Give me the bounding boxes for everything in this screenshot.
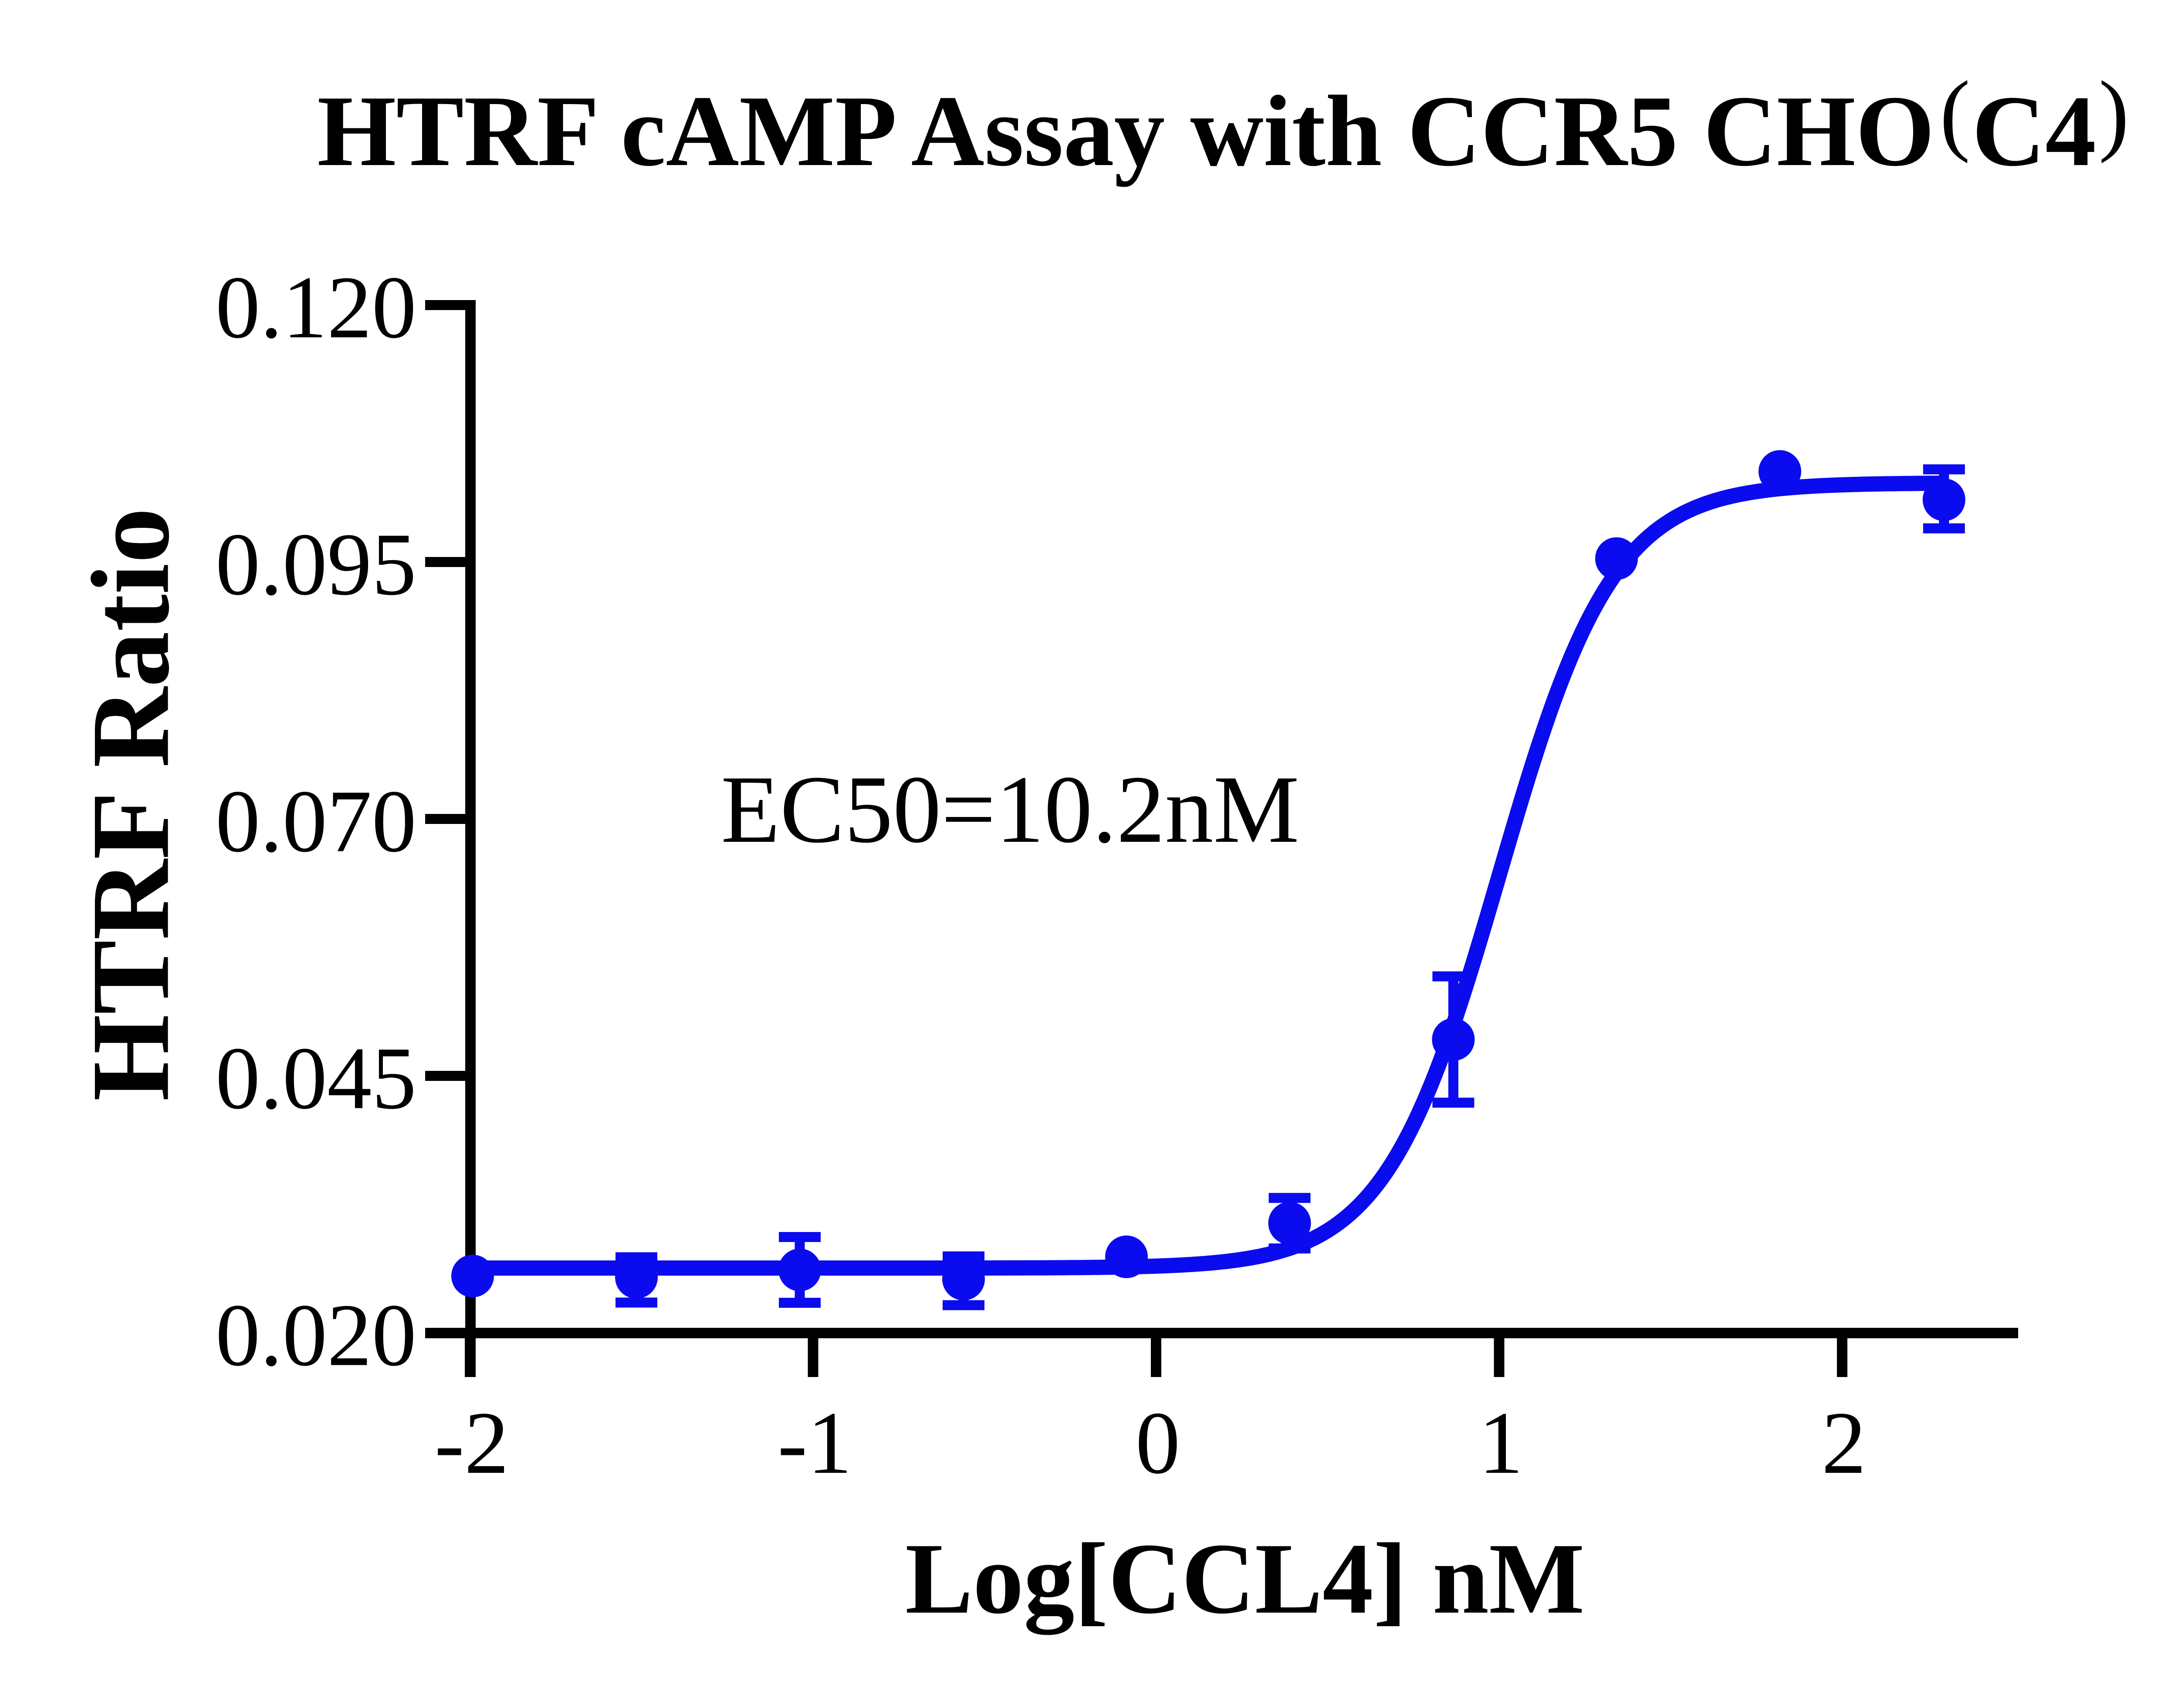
svg-text:0.120: 0.120 — [216, 258, 416, 357]
svg-text:EC50=10.2nM: EC50=10.2nM — [721, 756, 1299, 863]
svg-text:Log[CCL4] nM: Log[CCL4] nM — [905, 1522, 1585, 1635]
svg-text:0: 0 — [1136, 1394, 1180, 1492]
svg-text:0.020: 0.020 — [216, 1286, 416, 1385]
svg-text:0.045: 0.045 — [216, 1029, 416, 1128]
svg-text:0.095: 0.095 — [216, 515, 416, 614]
svg-text:1: 1 — [1478, 1394, 1523, 1492]
svg-text:HTRF cAMP Assay with CCR5 CHO(: HTRF cAMP Assay with CCR5 CHO(C4) — [317, 63, 2129, 187]
svg-text:-1: -1 — [778, 1394, 852, 1492]
svg-text:HTRF Ratio: HTRF Ratio — [69, 508, 193, 1101]
svg-text:-2: -2 — [435, 1394, 509, 1492]
svg-text:2: 2 — [1822, 1394, 1867, 1492]
svg-text:0.070: 0.070 — [216, 772, 416, 871]
